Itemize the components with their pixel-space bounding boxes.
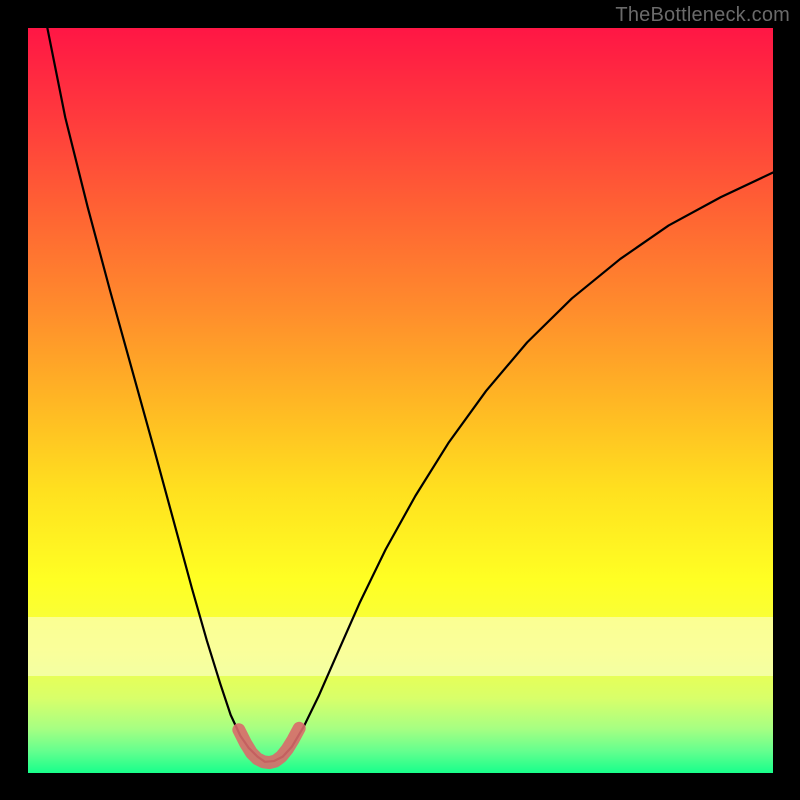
- plot-area: [28, 28, 773, 773]
- watermark-text: TheBottleneck.com: [615, 4, 790, 27]
- curve-main-line: [47, 28, 773, 762]
- curve-valley-highlight: [239, 728, 299, 762]
- plot-svg: [28, 28, 773, 773]
- figure-root: TheBottleneck.com: [0, 0, 800, 800]
